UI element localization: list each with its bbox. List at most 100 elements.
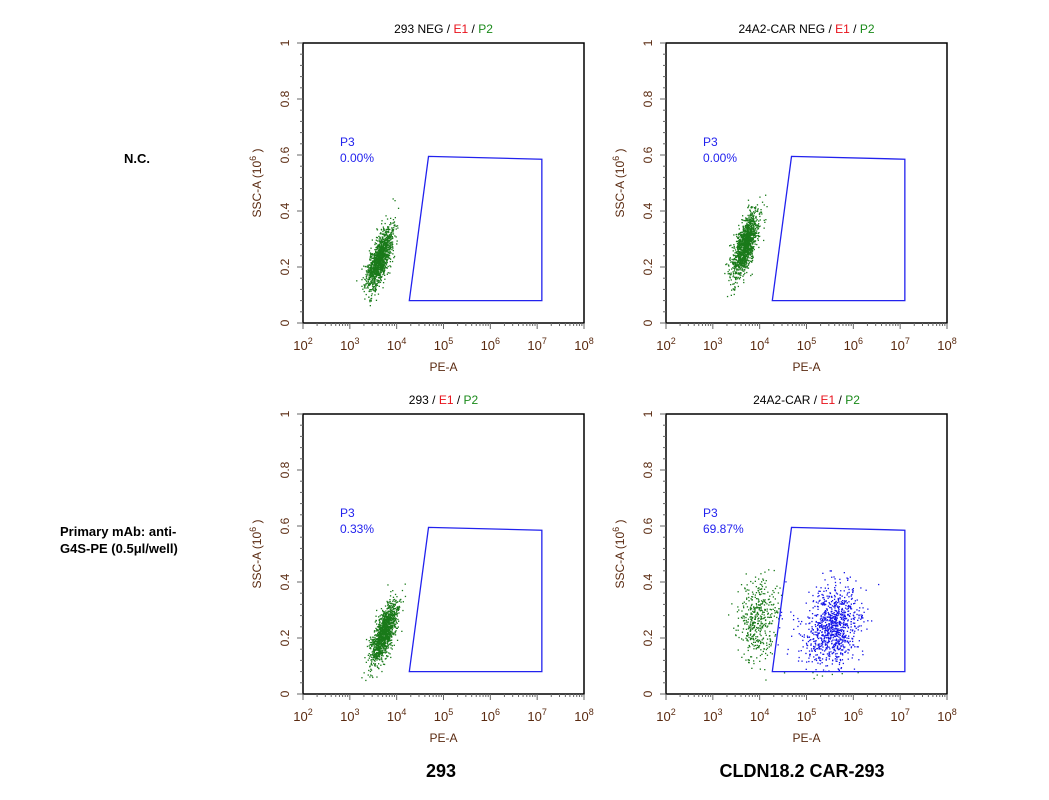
event-dot <box>381 628 383 630</box>
event-dot <box>844 601 846 603</box>
event-dot <box>736 236 738 238</box>
event-dot <box>371 641 373 644</box>
event-dot <box>386 625 388 627</box>
event-dot <box>386 253 388 256</box>
event-dot <box>387 604 389 606</box>
y-tick-label: 0 <box>641 690 655 697</box>
event-dot <box>375 620 377 622</box>
event-dot <box>748 226 750 228</box>
event-dot <box>374 294 376 296</box>
event-dot <box>745 241 747 243</box>
x-tick-exponent: 3 <box>718 707 723 717</box>
event-dot <box>393 619 396 621</box>
event-dot <box>748 224 750 226</box>
event-dot <box>380 608 383 610</box>
event-dot <box>373 282 375 284</box>
event-dot <box>725 263 727 266</box>
event-dot <box>746 259 748 261</box>
event-dot <box>383 627 385 629</box>
event-dot <box>746 228 748 230</box>
event-dot <box>750 633 752 635</box>
event-dot <box>378 619 380 621</box>
event-dot <box>742 639 744 641</box>
event-dot <box>754 207 756 209</box>
event-dot <box>373 662 375 665</box>
event-dot <box>774 598 776 600</box>
event-dot <box>757 589 759 592</box>
event-dot <box>371 661 373 663</box>
event-dot <box>769 622 771 625</box>
event-dot <box>375 647 377 649</box>
event-dot <box>383 636 385 638</box>
event-dot <box>392 620 394 623</box>
event-dot <box>740 234 742 236</box>
event-dot <box>745 233 748 235</box>
event-dot <box>375 649 377 651</box>
event-dot <box>744 272 746 274</box>
event-dot <box>383 622 385 624</box>
event-dot <box>748 243 750 245</box>
event-dot <box>378 642 380 644</box>
event-dot <box>737 234 740 236</box>
event-dot <box>384 234 386 236</box>
event-dot <box>369 665 371 667</box>
event-dot <box>744 588 746 590</box>
event-dot <box>386 262 388 264</box>
event-dot <box>387 603 389 605</box>
event-dot <box>385 241 387 243</box>
event-dot <box>370 272 372 274</box>
event-dot <box>757 627 759 629</box>
event-dot <box>742 239 744 241</box>
event-dot <box>728 279 730 282</box>
event-dot <box>747 239 749 241</box>
event-dot <box>742 250 744 253</box>
x-tick-base: 10 <box>656 338 670 353</box>
event-dot <box>389 619 391 622</box>
event-dot <box>386 621 388 623</box>
event-dot <box>385 611 387 614</box>
event-dot <box>380 262 382 264</box>
event-dot <box>379 263 381 265</box>
event-dot <box>728 265 730 267</box>
event-dot <box>755 614 757 616</box>
event-dot <box>377 274 380 276</box>
event-dot <box>738 224 740 227</box>
event-dot <box>375 653 377 655</box>
x-tick-exponent: 3 <box>355 707 360 717</box>
event-dot <box>755 631 758 633</box>
event-dot <box>395 621 397 623</box>
event-dot <box>743 268 745 271</box>
event-dot <box>753 211 755 213</box>
event-dot <box>390 639 392 641</box>
event-dot <box>768 569 770 571</box>
event-dot <box>392 614 394 616</box>
event-dot <box>386 239 388 241</box>
event-dot <box>857 629 859 631</box>
event-dot <box>771 613 773 615</box>
x-axis-label: PE-A <box>792 360 820 374</box>
event-dot <box>377 258 379 260</box>
event-dot <box>380 637 382 639</box>
event-dot <box>371 255 373 258</box>
event-dot <box>745 244 747 246</box>
event-dot <box>863 611 865 613</box>
event-dot <box>751 214 753 216</box>
event-dot <box>381 270 383 272</box>
event-dot <box>743 219 745 222</box>
event-dot <box>750 656 752 658</box>
event-dot <box>392 230 394 232</box>
event-dot <box>365 284 367 286</box>
event-dot <box>392 198 394 200</box>
event-dot <box>747 250 749 252</box>
event-dot <box>824 643 827 645</box>
event-dot <box>381 220 383 222</box>
event-dot <box>388 226 390 228</box>
event-dot <box>387 645 390 647</box>
event-dot <box>390 235 392 238</box>
event-dot <box>751 239 753 241</box>
event-dot <box>387 227 389 229</box>
event-dot <box>754 644 757 647</box>
event-dot <box>393 620 395 623</box>
event-dot <box>737 260 740 262</box>
event-dot <box>745 233 747 236</box>
